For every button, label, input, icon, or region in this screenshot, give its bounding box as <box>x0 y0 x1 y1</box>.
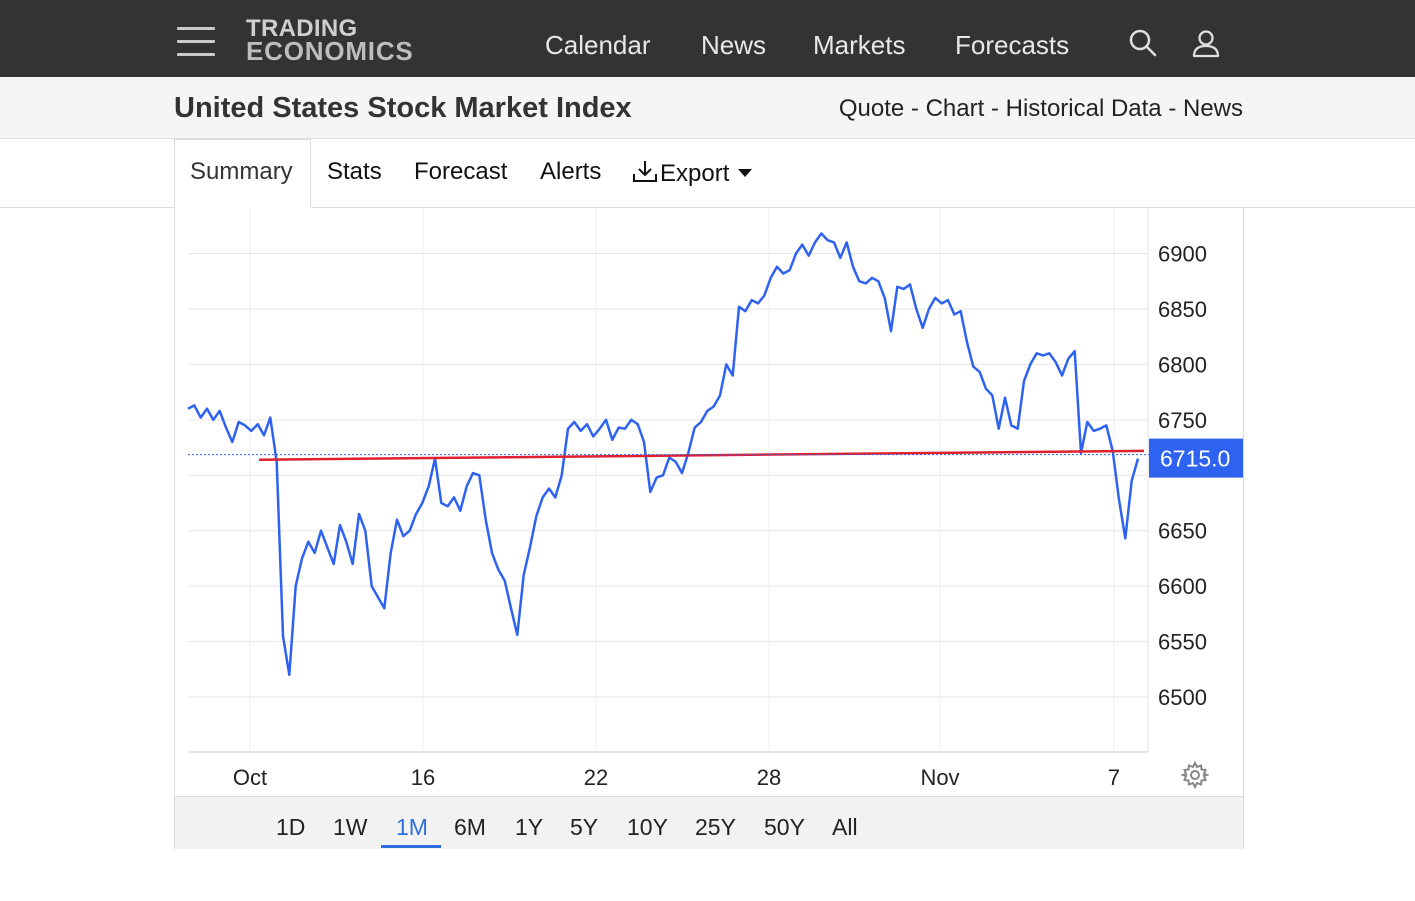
nav-news[interactable]: News <box>701 30 767 60</box>
x-tick-label: 22 <box>584 765 608 790</box>
range-button-1m[interactable]: 1M <box>396 814 428 840</box>
link-chart[interactable]: Chart <box>925 95 985 122</box>
logo-line1: TRADING <box>246 15 358 42</box>
y-tick-label: 6600 <box>1158 574 1207 599</box>
nav-markets[interactable]: Markets <box>813 30 906 60</box>
range-active-underline <box>381 845 441 848</box>
search-icon[interactable] <box>1128 28 1158 58</box>
trend-line <box>258 449 1145 461</box>
range-button-1w[interactable]: 1W <box>333 814 368 840</box>
nav-forecasts[interactable]: Forecasts <box>955 30 1070 60</box>
range-button-50y[interactable]: 50Y <box>764 814 805 840</box>
current-price-tag-label: 6715.0 <box>1160 446 1230 472</box>
current-price-tag: 6715.0 <box>1149 438 1243 478</box>
y-tick-label: 6850 <box>1158 297 1207 322</box>
gear-icon[interactable] <box>1181 761 1209 789</box>
chart-grid <box>188 208 1149 753</box>
menu-icon[interactable] <box>177 27 215 57</box>
page-title: United States Stock Market Index <box>174 92 632 124</box>
range-button-5y[interactable]: 5Y <box>570 814 599 840</box>
range-button-6m[interactable]: 6M <box>454 814 486 840</box>
export-dropdown[interactable]: Export <box>632 158 752 188</box>
y-tick-label: 6550 <box>1158 630 1207 655</box>
tab-alerts[interactable]: Alerts <box>540 158 602 185</box>
link-historical-data[interactable]: Historical Data <box>1005 95 1162 122</box>
range-selector-bar <box>175 796 1243 849</box>
link-quote[interactable]: Quote <box>838 95 905 122</box>
user-icon[interactable] <box>1191 28 1221 58</box>
separator: - <box>1161 95 1183 122</box>
range-button-25y[interactable]: 25Y <box>695 814 736 840</box>
range-button-1d[interactable]: 1D <box>276 814 306 840</box>
export-label: Export <box>660 160 730 187</box>
separator: - <box>984 95 1006 122</box>
x-tick-label: 28 <box>757 765 781 790</box>
separator: - <box>904 95 926 122</box>
y-tick-label: 6500 <box>1158 685 1207 710</box>
logo[interactable]: TRADING ECONOMICS <box>246 15 414 66</box>
tab-stats[interactable]: Stats <box>327 158 382 185</box>
tab-forecast[interactable]: Forecast <box>414 158 508 185</box>
series-line <box>187 232 1140 677</box>
current-price-tag-box <box>1149 438 1243 478</box>
x-tick-label: Oct <box>233 765 267 790</box>
sub-header <box>0 77 1415 139</box>
range-button-all[interactable]: All <box>832 814 858 840</box>
x-tick-label: 16 <box>411 765 435 790</box>
x-tick-label: 7 <box>1108 765 1120 790</box>
sub-links: Quote - Chart - Historical Data - News <box>839 95 1243 123</box>
link-news[interactable]: News <box>1182 95 1243 122</box>
caret-down-icon <box>737 169 752 177</box>
x-axis-ticks: Oct 16 22 28 Nov 7 <box>233 765 1120 790</box>
y-tick-label: 6900 <box>1158 242 1207 267</box>
top-nav-bar: TRADING ECONOMICS Calendar News Markets … <box>0 0 1415 77</box>
range-button-10y[interactable]: 10Y <box>627 814 668 840</box>
y-tick-label: 6800 <box>1158 352 1207 377</box>
y-axis-ticks: 6500 6550 6600 6650 6750 6800 6850 6900 <box>1158 242 1207 711</box>
y-tick-label: 6750 <box>1158 408 1207 433</box>
tab-summary[interactable]: Summary <box>190 158 293 185</box>
download-icon <box>633 161 657 182</box>
tab-summary-box <box>174 139 311 208</box>
x-tick-label: Nov <box>920 765 959 790</box>
range-button-1y[interactable]: 1Y <box>515 814 544 840</box>
nav-calendar[interactable]: Calendar <box>545 30 651 60</box>
logo-line2: ECONOMICS <box>246 36 414 66</box>
chart-card <box>174 208 1244 849</box>
y-tick-label: 6650 <box>1158 519 1207 544</box>
